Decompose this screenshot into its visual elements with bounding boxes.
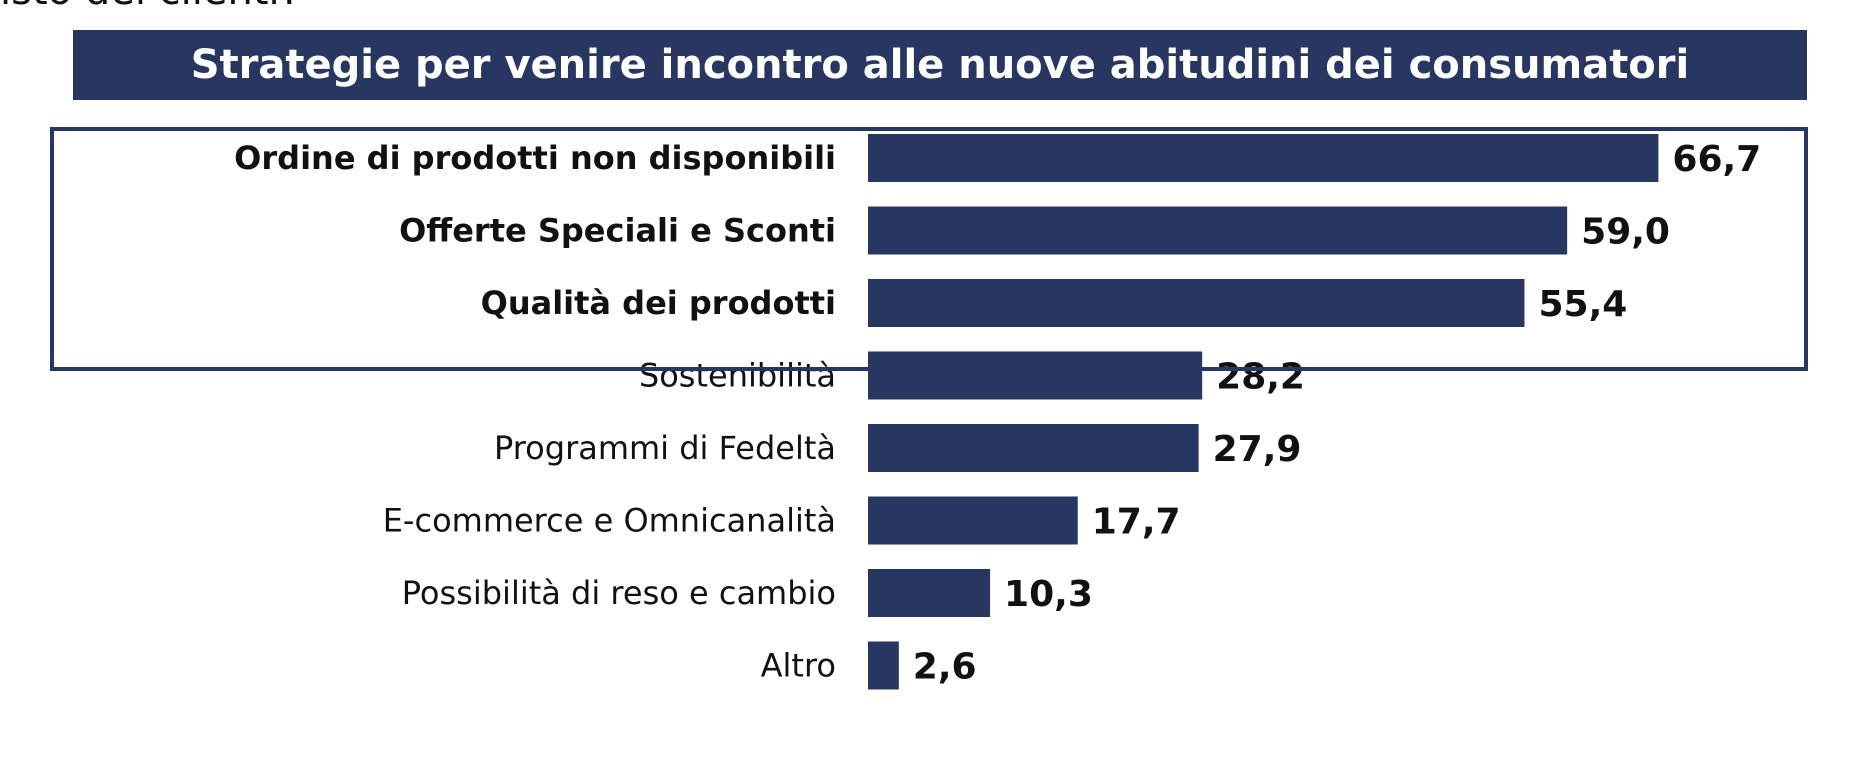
- question-fragment: isto dei clienti?: [0, 0, 301, 14]
- value-label: 10,3: [1004, 574, 1093, 615]
- bar: [868, 424, 1199, 472]
- category-label: Qualità dei prodotti: [481, 284, 836, 322]
- chart-title: Strategie per venire incontro alle nuove…: [190, 42, 1690, 88]
- value-label: 17,7: [1092, 502, 1181, 543]
- chart-title-banner: Strategie per venire incontro alle nuove…: [73, 30, 1807, 100]
- bar: [868, 496, 1078, 545]
- value-label: 66,7: [1672, 139, 1761, 180]
- bar: [868, 351, 1203, 400]
- bar: [868, 641, 899, 690]
- value-label: 55,4: [1538, 284, 1627, 325]
- value-label: 28,2: [1216, 357, 1305, 398]
- bar: [868, 206, 1568, 255]
- bar: [868, 569, 991, 617]
- category-label: Programmi di Fedeltà: [494, 429, 836, 467]
- category-label: E-commerce e Omnicanalità: [383, 502, 836, 540]
- category-label: Sostenibilità: [639, 357, 836, 395]
- category-label: Ordine di prodotti non disponibili: [234, 139, 836, 177]
- value-label: 2,6: [913, 647, 977, 688]
- category-label: Altro: [761, 647, 836, 685]
- bar: [868, 134, 1659, 182]
- value-label: 59,0: [1581, 212, 1670, 253]
- category-label: Possibilità di reso e cambio: [402, 574, 836, 612]
- bar: [868, 279, 1525, 327]
- category-label: Offerte Speciali e Sconti: [399, 212, 836, 250]
- value-label: 27,9: [1213, 429, 1302, 470]
